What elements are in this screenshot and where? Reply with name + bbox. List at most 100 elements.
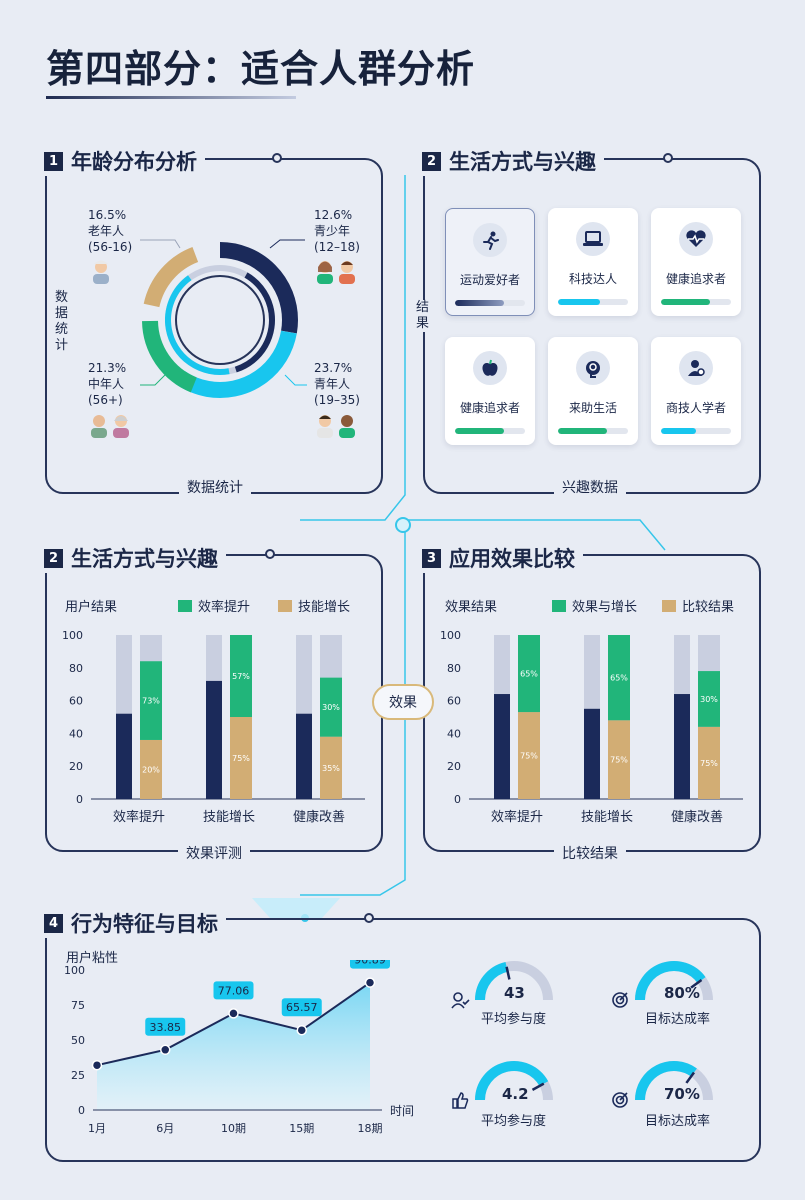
data-label: 75% <box>610 756 628 765</box>
y-tick-label: 20 <box>69 760 83 773</box>
legend-label: 效果与增长 <box>572 600 638 615</box>
age-donut-chart <box>142 242 298 398</box>
card-label: 运动爱好者 <box>459 273 520 287</box>
interest-card-life[interactable]: 来助生活 <box>548 337 638 445</box>
age-pct: 16.5% <box>88 208 127 222</box>
senior-avatar-icon <box>93 260 109 284</box>
chart-title: 用户结果 <box>65 600 118 615</box>
lifestyle-section-header: 2 生活方式与兴趣 <box>422 146 604 176</box>
data-label: 33.85 <box>150 1021 182 1034</box>
data-label: 35% <box>322 764 340 773</box>
legend-label: 技能增长 <box>298 600 351 615</box>
target-icon <box>612 1092 628 1108</box>
gauge-value: 70% <box>664 1085 700 1103</box>
data-label: 30% <box>322 703 340 712</box>
bar-segment-green <box>140 661 162 740</box>
gauge-value: 43 <box>504 984 525 1002</box>
interest-card-health[interactable]: 健康追求者 <box>651 208 741 316</box>
x-tick-label: 健康改善 <box>671 809 723 825</box>
y-tick-label: 25 <box>71 1069 85 1082</box>
middle-age-avatars-icon <box>91 415 129 438</box>
age-range: (56-16) <box>88 240 133 254</box>
y-tick-label: 100 <box>62 629 83 642</box>
data-label: 90.89 <box>354 960 386 967</box>
age-name: 青年人 <box>314 377 351 391</box>
laptop-icon <box>576 222 610 256</box>
bar-segment-tan <box>230 717 252 799</box>
comparison-section-header: 3 应用效果比较 <box>422 543 583 573</box>
x-tick-label: 18期 <box>358 1122 383 1135</box>
bar-segment-green <box>518 635 540 713</box>
data-point <box>296 1024 307 1036</box>
y-tick-label: 0 <box>78 1104 85 1117</box>
bar-segment-green <box>230 635 252 717</box>
chart-title: 用户粘性 <box>66 951 119 966</box>
card-label: 健康追求者 <box>665 272 726 286</box>
gauge-group <box>451 961 713 1109</box>
y-tick-label: 0 <box>454 793 461 806</box>
section-title: 生活方式与兴趣 <box>71 547 218 571</box>
card-label: 来助生活 <box>568 401 617 415</box>
bar-dark <box>494 694 510 799</box>
age-group-teen: 12.6% 青少年 (12–18) <box>314 207 360 255</box>
age-panel-footer: 数据统计 <box>179 477 251 497</box>
card-progress-track <box>661 299 731 305</box>
age-group-senior: 16.5% 老年人 (56-16) <box>88 207 132 255</box>
x-tick-label: 技能增长 <box>203 810 255 825</box>
y-tick-label: 100 <box>64 964 85 977</box>
data-label: 20% <box>142 765 160 774</box>
area-fill <box>97 982 370 1110</box>
data-label: 75% <box>700 759 718 768</box>
section-title: 行为特征与目标 <box>71 912 218 936</box>
y-tick-label: 80 <box>447 662 461 675</box>
gauge-value: 80% <box>664 984 700 1002</box>
interest-card-sports[interactable]: 运动爱好者 <box>445 208 535 316</box>
interest-card-tech[interactable]: 科技达人 <box>548 208 638 316</box>
behavior-section-header: 4 行为特征与目标 <box>44 908 226 938</box>
gauge-needle <box>505 966 511 980</box>
effect-connector-badge: 效果 <box>372 684 434 720</box>
y-tick-label: 40 <box>69 727 83 740</box>
gauge-needle <box>685 1071 695 1084</box>
gauge-value: 4.2 <box>502 1085 529 1103</box>
x-tick-label: 健康改善 <box>293 809 345 825</box>
header-node-dot <box>272 153 282 163</box>
bar-segment-green <box>698 671 720 727</box>
x-tick-label: 10期 <box>221 1122 246 1135</box>
interest-card-health-2[interactable]: 健康追求者 <box>445 337 535 445</box>
card-progress-fill <box>558 299 600 305</box>
stickiness-area-chart: 0 25 50 75 100 1月 33.85 6月 77.06 10期 65.57 15期 90.89… <box>64 960 414 1135</box>
legend-label: 效率提升 <box>198 600 251 615</box>
data-label: 65.57 <box>286 1001 318 1014</box>
data-point <box>364 977 376 988</box>
section-number: 4 <box>44 913 63 933</box>
age-group-middle: 21.3% 中年人 (56+) <box>88 360 126 408</box>
x-tick-label: 15期 <box>289 1122 314 1135</box>
age-pct: 23.7% <box>314 361 353 375</box>
age-y-label: 数据统计 <box>55 290 69 353</box>
data-label: 77.06 <box>218 984 250 997</box>
card-label: 科技达人 <box>568 272 617 286</box>
card-progress-fill <box>661 428 696 434</box>
data-label-bubble <box>350 960 390 969</box>
section-number: 3 <box>422 548 441 568</box>
section-title: 生活方式与兴趣 <box>449 150 596 174</box>
legend-item-efficiency: 效率提升 <box>178 596 250 615</box>
age-pct: 21.3% <box>88 361 127 375</box>
bar-dark <box>674 694 690 799</box>
data-point <box>228 1008 239 1019</box>
y-tick-label: 100 <box>440 629 461 642</box>
y-tick-label: 50 <box>71 1034 85 1047</box>
data-label: 65% <box>610 674 628 683</box>
card-label: 商技人学者 <box>665 401 726 415</box>
age-range: (56+) <box>88 393 123 407</box>
age-name: 青少年 <box>314 224 351 238</box>
bar-dark <box>206 680 222 799</box>
card-progress-fill <box>455 428 504 434</box>
interest-card-learner[interactable]: 商技人学者 <box>651 337 741 445</box>
gauge-label: 目标达成率 <box>645 1114 711 1129</box>
data-label-bubble <box>213 981 254 1000</box>
x-tick-label: 6月 <box>156 1122 174 1135</box>
user-check-icon <box>451 992 470 1009</box>
target-icon <box>612 992 628 1008</box>
